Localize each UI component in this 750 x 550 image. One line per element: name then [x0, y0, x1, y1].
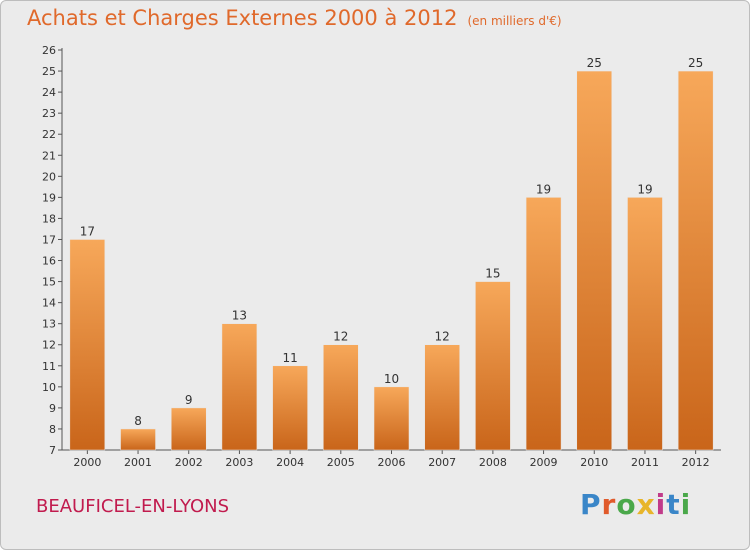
bar-2005	[323, 344, 359, 451]
bar-2010	[576, 70, 613, 451]
logo-letter: t	[666, 488, 681, 521]
bar-2004	[272, 365, 308, 451]
y-tick-label: 25	[42, 65, 56, 78]
bar-2008	[475, 281, 511, 451]
data-label-2012: 25	[688, 56, 703, 70]
x-tick-label-2003: 2003	[225, 456, 253, 469]
y-tick-label: 20	[42, 170, 56, 183]
commune-name: BEAUFICEL-EN-LYONS	[36, 496, 230, 517]
y-tick-label: 18	[42, 212, 56, 225]
data-label-2011: 19	[637, 182, 652, 196]
data-label-2001: 8	[134, 414, 142, 428]
data-label-2004: 11	[282, 351, 297, 365]
bar-2006	[373, 386, 410, 451]
data-label-2007: 12	[435, 330, 450, 344]
logo-letter: o	[616, 488, 637, 521]
bar-2003	[221, 323, 258, 451]
y-tick-label: 14	[42, 297, 56, 310]
x-tick-label-2006: 2006	[378, 456, 406, 469]
bar-2000	[69, 239, 106, 451]
data-label-2000: 17	[80, 224, 95, 238]
x-tick-label-2002: 2002	[175, 456, 203, 469]
y-tick-label: 10	[42, 381, 56, 394]
logo-letter: x	[636, 488, 656, 521]
chart-labels: 2000 17 2001 8 2002 9 2003 13 2004 11 2005 12 2006 10…	[73, 56, 709, 469]
y-tick-label: 17	[42, 233, 56, 246]
x-tick-label-2008: 2008	[479, 456, 507, 469]
data-label-2002: 9	[185, 393, 193, 407]
y-tick-label: 21	[42, 149, 56, 162]
y-tick-label: 24	[42, 86, 56, 99]
chart-unit: (en milliers d'€)	[467, 14, 562, 28]
x-tick-label-2005: 2005	[327, 456, 355, 469]
bar-2012	[677, 70, 714, 451]
y-tick-label: 22	[42, 128, 56, 141]
bar-2007	[424, 344, 460, 451]
y-tick-label: 12	[42, 339, 56, 352]
y-tick-label: 26	[42, 44, 56, 57]
x-tick-label-2011: 2011	[631, 456, 659, 469]
logo-letter: i	[680, 488, 692, 521]
proxiti-logo: Proxiti	[580, 488, 691, 521]
logo-letter: P	[580, 488, 602, 521]
data-label-2009: 19	[536, 182, 551, 196]
y-tick-label: 23	[42, 107, 56, 120]
data-label-2008: 15	[485, 267, 500, 281]
bar-2009	[525, 197, 562, 451]
y-tick-label: 7	[49, 444, 56, 457]
x-tick-label-2009: 2009	[530, 456, 558, 469]
data-label-2006: 10	[384, 372, 399, 386]
chart-title: Achats et Charges Externes 2000 à 2012 (e…	[27, 6, 562, 30]
x-tick-label-2010: 2010	[580, 456, 608, 469]
y-tick-label: 15	[42, 276, 56, 289]
y-tick-label: 8	[49, 423, 56, 436]
logo-letter: r	[601, 488, 617, 521]
x-tick-label-2000: 2000	[73, 456, 101, 469]
y-tick-label: 19	[42, 191, 56, 204]
data-label-2010: 25	[587, 56, 602, 70]
chart-title-text: Achats et Charges Externes 2000 à 2012	[27, 6, 458, 30]
y-tick-label: 16	[42, 255, 56, 268]
logo-letter: i	[655, 488, 667, 521]
bar-2001	[120, 428, 156, 451]
y-tick-label: 9	[49, 402, 56, 415]
x-tick-label-2001: 2001	[124, 456, 152, 469]
x-tick-label-2007: 2007	[428, 456, 456, 469]
x-tick-label-2012: 2012	[682, 456, 710, 469]
y-tick-label: 13	[42, 318, 56, 331]
data-label-2005: 12	[333, 330, 348, 344]
y-tick-label: 11	[42, 360, 56, 373]
bar-2002	[170, 407, 207, 451]
bar-2011	[627, 197, 663, 451]
chart-bars	[69, 70, 714, 451]
data-label-2003: 13	[232, 309, 247, 323]
x-tick-label-2004: 2004	[276, 456, 304, 469]
